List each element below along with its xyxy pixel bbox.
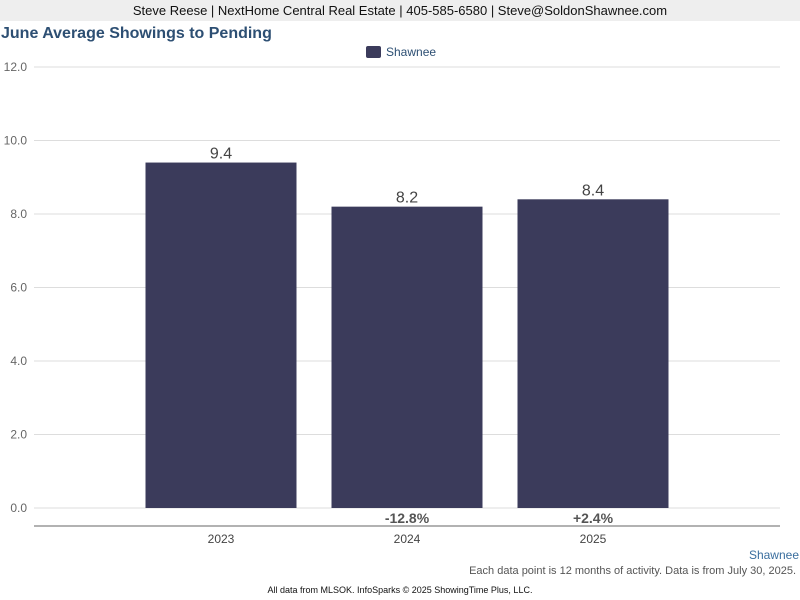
- legend-label: Shawnee: [386, 45, 437, 59]
- bar-value-label: 8.4: [582, 182, 604, 199]
- y-tick-label: 6.0: [10, 281, 27, 295]
- y-tick-label: 8.0: [10, 207, 27, 221]
- chart-title: June Average Showings to Pending: [1, 25, 272, 42]
- change-label: +2.4%: [573, 510, 614, 526]
- bar-value-label: 9.4: [210, 146, 232, 163]
- x-tick-label: 2025: [580, 532, 607, 546]
- source-label[interactable]: Shawnee: [748, 548, 799, 562]
- y-tick-label: 0.0: [10, 501, 27, 515]
- bar-value-label: 8.2: [396, 190, 418, 207]
- y-tick-label: 12.0: [4, 60, 28, 74]
- bar: [145, 162, 297, 509]
- legend-swatch: [366, 46, 381, 58]
- x-tick-label: 2023: [208, 532, 235, 546]
- y-tick-label: 4.0: [10, 354, 27, 368]
- chart-legend[interactable]: Shawnee: [366, 45, 436, 59]
- change-label: -12.8%: [385, 510, 430, 526]
- y-tick-label: 2.0: [10, 428, 27, 442]
- credit-line: All data from MLSOK. InfoSparks © 2025 S…: [267, 585, 533, 595]
- x-tick-label: 2024: [394, 532, 421, 546]
- bar: [517, 199, 669, 509]
- header-contact-bar: Steve Reese | NextHome Central Real Esta…: [0, 0, 800, 21]
- bar-chart: 0.0 2.0 4.0 6.0 8.0 10.0 12.0 9.4 2023 8.2 -12.8% 2…: [4, 60, 780, 546]
- y-tick-label: 10.0: [4, 134, 28, 148]
- bar: [331, 206, 483, 508]
- header-contact-text: Steve Reese | NextHome Central Real Esta…: [132, 3, 668, 18]
- footnote: Each data point is 12 months of activity…: [469, 565, 796, 577]
